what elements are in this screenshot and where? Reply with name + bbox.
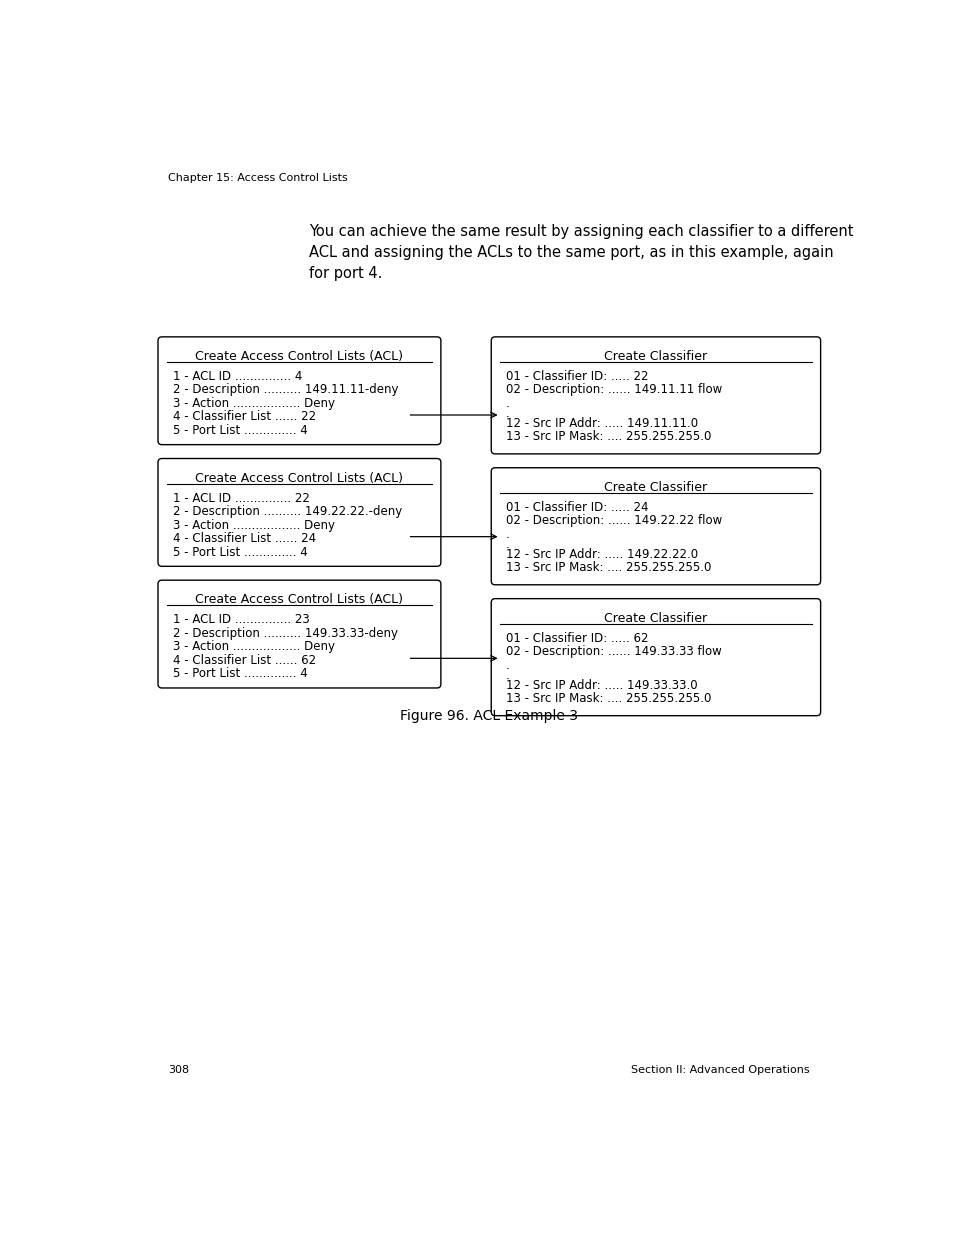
- Text: 4 - Classifier List ...... 22: 4 - Classifier List ...... 22: [172, 410, 315, 424]
- Text: .: .: [505, 658, 509, 672]
- FancyBboxPatch shape: [158, 580, 440, 688]
- Text: 5 - Port List .............. 4: 5 - Port List .............. 4: [172, 424, 307, 437]
- Text: .: .: [505, 527, 509, 541]
- Text: 5 - Port List .............. 4: 5 - Port List .............. 4: [172, 546, 307, 558]
- Text: .: .: [505, 396, 509, 410]
- FancyBboxPatch shape: [491, 337, 820, 454]
- Text: 02 - Description: ...... 149.22.22 flow: 02 - Description: ...... 149.22.22 flow: [505, 514, 721, 527]
- Text: 5 - Port List .............. 4: 5 - Port List .............. 4: [172, 667, 307, 680]
- FancyBboxPatch shape: [491, 468, 820, 585]
- Text: 2 - Description .......... 149.11.11-deny: 2 - Description .......... 149.11.11-den…: [172, 383, 397, 396]
- FancyBboxPatch shape: [158, 458, 440, 567]
- Text: 01 - Classifier ID: ..... 22: 01 - Classifier ID: ..... 22: [505, 370, 648, 383]
- Text: 3 - Action .................. Deny: 3 - Action .................. Deny: [172, 640, 335, 653]
- Text: .: .: [505, 406, 509, 420]
- Text: 12 - Src IP Addr: ..... 149.22.22.0: 12 - Src IP Addr: ..... 149.22.22.0: [505, 548, 698, 561]
- Text: Create Classifier: Create Classifier: [604, 611, 707, 625]
- Text: 13 - Src IP Mask: .... 255.255.255.0: 13 - Src IP Mask: .... 255.255.255.0: [505, 431, 711, 443]
- Text: Create Classifier: Create Classifier: [604, 480, 707, 494]
- Text: 1 - ACL ID ............... 4: 1 - ACL ID ............... 4: [172, 370, 302, 383]
- Text: .: .: [505, 537, 509, 551]
- Text: 02 - Description: ...... 149.11.11 flow: 02 - Description: ...... 149.11.11 flow: [505, 383, 721, 396]
- Text: Create Access Control Lists (ACL): Create Access Control Lists (ACL): [195, 350, 403, 363]
- Text: Section II: Advanced Operations: Section II: Advanced Operations: [631, 1065, 809, 1074]
- Text: 2 - Description .......... 149.22.22.-deny: 2 - Description .......... 149.22.22.-de…: [172, 505, 401, 519]
- Text: 2 - Description .......... 149.33.33-deny: 2 - Description .......... 149.33.33-den…: [172, 626, 397, 640]
- Text: 3 - Action .................. Deny: 3 - Action .................. Deny: [172, 519, 335, 531]
- Text: 4 - Classifier List ...... 62: 4 - Classifier List ...... 62: [172, 653, 315, 667]
- Text: 01 - Classifier ID: ..... 62: 01 - Classifier ID: ..... 62: [505, 632, 648, 645]
- Text: 1 - ACL ID ............... 23: 1 - ACL ID ............... 23: [172, 614, 309, 626]
- Text: 4 - Classifier List ...... 24: 4 - Classifier List ...... 24: [172, 532, 315, 545]
- Text: 12 - Src IP Addr: ..... 149.11.11.0: 12 - Src IP Addr: ..... 149.11.11.0: [505, 417, 698, 430]
- Text: 1 - ACL ID ............... 22: 1 - ACL ID ............... 22: [172, 492, 310, 505]
- Text: You can achieve the same result by assigning each classifier to a different
ACL : You can achieve the same result by assig…: [309, 224, 853, 280]
- Text: 02 - Description: ...... 149.33.33 flow: 02 - Description: ...... 149.33.33 flow: [505, 645, 721, 658]
- Text: 13 - Src IP Mask: .... 255.255.255.0: 13 - Src IP Mask: .... 255.255.255.0: [505, 561, 711, 574]
- FancyBboxPatch shape: [158, 337, 440, 445]
- Text: 308: 308: [168, 1065, 189, 1074]
- Text: .: .: [505, 668, 509, 682]
- Text: 3 - Action .................. Deny: 3 - Action .................. Deny: [172, 396, 335, 410]
- Text: 13 - Src IP Mask: .... 255.255.255.0: 13 - Src IP Mask: .... 255.255.255.0: [505, 692, 711, 705]
- Text: Create Access Control Lists (ACL): Create Access Control Lists (ACL): [195, 472, 403, 484]
- Text: Chapter 15: Access Control Lists: Chapter 15: Access Control Lists: [168, 173, 348, 183]
- FancyBboxPatch shape: [491, 599, 820, 716]
- Text: 01 - Classifier ID: ..... 24: 01 - Classifier ID: ..... 24: [505, 501, 648, 514]
- Text: 12 - Src IP Addr: ..... 149.33.33.0: 12 - Src IP Addr: ..... 149.33.33.0: [505, 679, 697, 692]
- Text: Create Classifier: Create Classifier: [604, 350, 707, 363]
- Text: Create Access Control Lists (ACL): Create Access Control Lists (ACL): [195, 593, 403, 606]
- Text: Figure 96. ACL Example 3: Figure 96. ACL Example 3: [399, 709, 578, 722]
